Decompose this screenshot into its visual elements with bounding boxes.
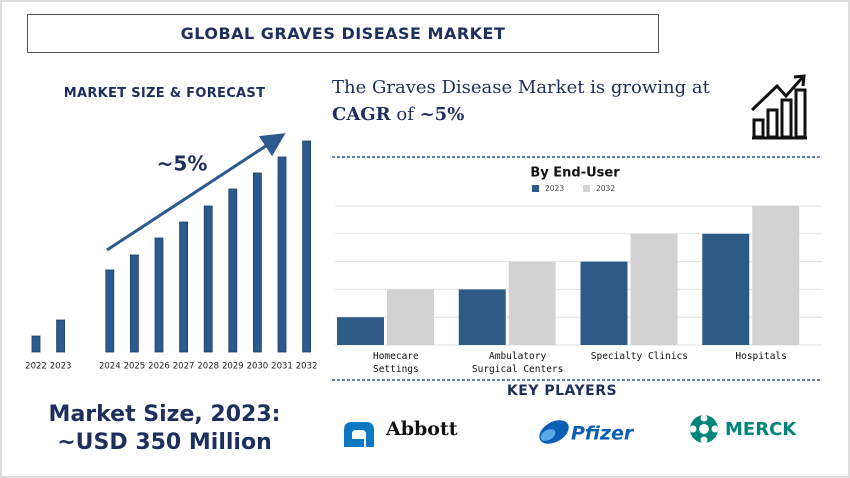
- x-tick-label: 2027: [173, 362, 195, 372]
- bar: [302, 140, 312, 353]
- bar: [129, 254, 139, 353]
- merck-logo: MERCK: [689, 414, 797, 444]
- x-tick-label: 2026: [148, 362, 170, 372]
- legend-swatch: [532, 185, 539, 192]
- x-tick-label: 2025: [124, 362, 146, 372]
- market-size-label: Market Size, 2023:: [48, 402, 281, 427]
- market-size-value: ~USD 350 Million: [57, 430, 272, 455]
- chart-title: MARKET SIZE & FORECAST: [63, 86, 266, 101]
- key-players-title: KEY PLAYERS: [506, 383, 618, 399]
- abbott-logo: Abbott: [344, 418, 458, 447]
- player-name: Pfizer: [571, 423, 635, 445]
- bar: [154, 237, 164, 353]
- headline-text: The Graves Disease Market is growing at: [332, 77, 710, 98]
- bar: [752, 206, 800, 345]
- bar: [56, 319, 65, 353]
- bar: [630, 233, 678, 345]
- x-tick-label: Specialty Clinics: [590, 351, 688, 362]
- headline-rate: ~5%: [419, 104, 465, 125]
- x-tick-label: 2032: [296, 362, 318, 372]
- headline-of: of: [396, 104, 414, 125]
- x-tick-label: 2022: [25, 362, 47, 372]
- growth-arrow: [106, 133, 286, 252]
- bar: [702, 233, 750, 345]
- x-tick-label: Homecare Settings: [372, 351, 419, 375]
- chart-title: By End-User: [530, 166, 620, 181]
- legend-label: 2032: [596, 184, 615, 193]
- x-tick-label: 2024: [99, 362, 121, 372]
- x-tick-label: 2028: [197, 362, 219, 372]
- bar: [179, 221, 189, 353]
- legend-label: 2023: [545, 184, 564, 193]
- bar: [458, 289, 506, 345]
- bar: [228, 188, 238, 353]
- bar: [105, 269, 115, 353]
- x-tick-label: 2030: [247, 362, 269, 372]
- pfizer-logo: Pfizer: [539, 420, 635, 445]
- growth-icon: [750, 74, 807, 140]
- player-name: Abbott: [385, 418, 458, 440]
- legend-swatch: [583, 185, 590, 192]
- page-title: GLOBAL GRAVES DISEASE MARKET: [27, 14, 659, 53]
- bar: [387, 289, 434, 345]
- cagr-annotation: ~5%: [157, 152, 208, 176]
- x-tick-label: 2031: [271, 362, 293, 372]
- headline-cagr: CAGR: [332, 104, 391, 125]
- player-name: MERCK: [725, 419, 797, 440]
- bar: [337, 317, 384, 345]
- x-tick-label: 2023: [50, 362, 72, 372]
- bar: [252, 172, 262, 353]
- bar: [31, 335, 41, 353]
- x-tick-label: Ambulatory Surgical Centers: [471, 351, 564, 375]
- headline: The Graves Disease Market is growing at …: [332, 74, 710, 128]
- bar: [580, 261, 628, 345]
- x-tick-label: Hospitals: [735, 351, 787, 362]
- bar: [508, 261, 556, 345]
- bar: [203, 205, 213, 353]
- x-tick-label: 2029: [222, 362, 244, 372]
- bar: [277, 156, 287, 353]
